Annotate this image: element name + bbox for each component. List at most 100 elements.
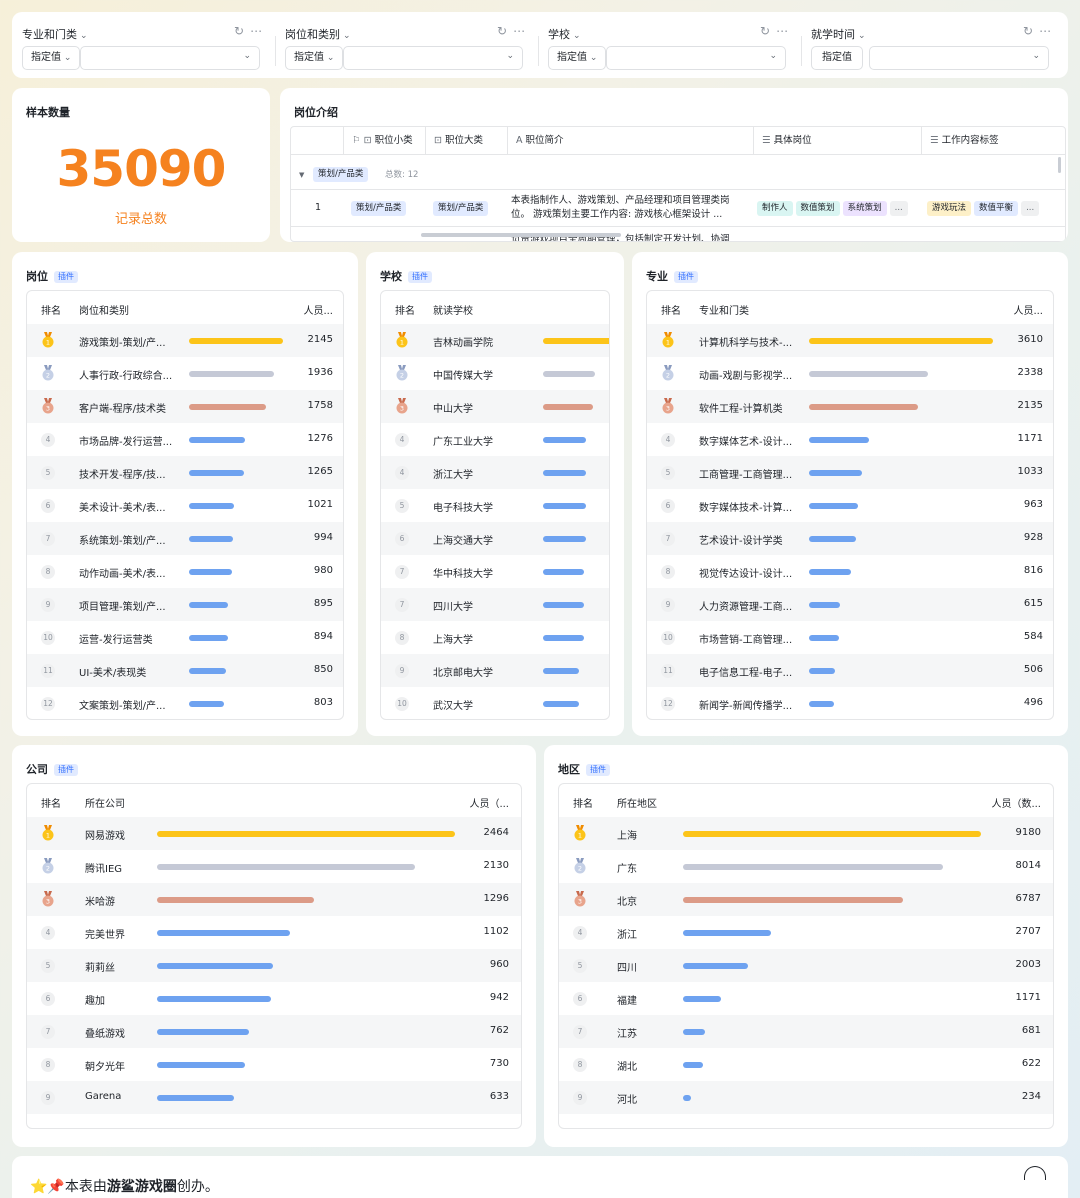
rank-row[interactable]: 2 腾讯IEG 2130 [27, 850, 521, 883]
rank-row[interactable]: 4 广东工业大学 [381, 423, 609, 456]
rank-row[interactable]: 5 技术开发-程序/技... 1265 [27, 456, 343, 489]
filter-mode-select[interactable]: 指定值 ⌄ [22, 46, 81, 70]
rank-header-cell[interactable]: 人员... [303, 306, 333, 317]
rank-row[interactable]: 1 游戏策划-策划/产... 2145 [27, 324, 343, 357]
more-icon[interactable]: ⋯ [250, 24, 269, 38]
rank-row[interactable]: 4 数字媒体艺术-设计... 1171 [647, 423, 1053, 456]
rank-row[interactable]: 5 莉莉丝 960 [27, 949, 521, 982]
filter-mode-select[interactable]: 指定值 [811, 46, 863, 70]
rank-row[interactable]: 6 趣加 942 [27, 982, 521, 1015]
filter-title[interactable]: 专业和门类 ⌄ [22, 26, 88, 42]
rank-row[interactable]: 9 河北 234 [559, 1081, 1053, 1114]
filter-mode-select[interactable]: 指定值 ⌄ [285, 46, 344, 70]
rank-row[interactable]: 6 数字媒体技术-计算... 963 [647, 489, 1053, 522]
rank-row[interactable]: 1 网易游戏 2464 [27, 817, 521, 850]
table-row[interactable]: 1 策划/产品类 策划/产品类 本表指制作人、游戏策划、产品经理和项目管理类岗 … [291, 189, 1065, 227]
filter-value-select[interactable]: ⌄ [606, 46, 786, 70]
rank-row[interactable]: 2 人事行政-行政综合... 1936 [27, 357, 343, 390]
rank-row[interactable]: 10 运营-发行运营类 894 [27, 621, 343, 654]
rank-row[interactable]: 7 叠纸游戏 762 [27, 1015, 521, 1048]
filter-value-select[interactable]: ⌄ [869, 46, 1049, 70]
more-icon[interactable]: ⋯ [776, 24, 795, 38]
rank-header-cell[interactable]: 岗位和类别 [79, 306, 129, 317]
rank-row[interactable]: 4 完美世界 1102 [27, 916, 521, 949]
filter-value-select[interactable]: ⌄ [343, 46, 523, 70]
rank-row[interactable]: 1 计算机科学与技术-... 3610 [647, 324, 1053, 357]
rank-row[interactable]: 9 项目管理-策划/产... 895 [27, 588, 343, 621]
rank-row[interactable]: 7 系统策划-策划/产... 994 [27, 522, 343, 555]
rank-row[interactable]: 3 米哈游 1296 [27, 883, 521, 916]
rank-row[interactable]: 7 艺术设计-设计学类 928 [647, 522, 1053, 555]
rank-row[interactable]: 7 四川大学 [381, 588, 609, 621]
rank-row[interactable]: 11 UI-美术/表现类 850 [27, 654, 343, 687]
more-icon[interactable]: ⋯ [1039, 24, 1058, 38]
filter-title[interactable]: 学校 ⌄ [548, 26, 581, 42]
rank-header-cell[interactable]: 专业和门类 [699, 306, 749, 317]
col-intro[interactable]: A 职位简介 [507, 127, 753, 155]
rank-row[interactable]: 8 上海大学 [381, 621, 609, 654]
rank-row[interactable]: 3 北京 6787 [559, 883, 1053, 916]
refresh-icon[interactable]: ↻ [497, 24, 514, 38]
rank-row[interactable]: 10 市场营销-工商管理... 584 [647, 621, 1053, 654]
rank-row[interactable]: 4 浙江 2707 [559, 916, 1053, 949]
rank-row[interactable]: 3 中山大学 [381, 390, 609, 423]
rank-row[interactable]: 1 吉林动画学院 [381, 324, 609, 357]
refresh-icon[interactable]: ↻ [1023, 24, 1040, 38]
job-intro-table[interactable]: ⚐ ⊡ 职位小类 ⊡ 职位大类 A 职位简介 ☰ 具体岗位 ☰ 工作内容标签 [290, 126, 1066, 242]
rank-header-cell[interactable]: 人员... [1013, 306, 1043, 317]
rank-header-cell[interactable]: 人员（... [469, 799, 509, 810]
rank-header-cell[interactable]: 排名 [395, 306, 415, 317]
refresh-icon[interactable]: ↻ [760, 24, 777, 38]
rank-row[interactable]: 6 福建 1171 [559, 982, 1053, 1015]
filter-mode-select[interactable]: 指定值 ⌄ [548, 46, 607, 70]
rank-row[interactable]: 12 文案策划-策划/产... 803 [27, 687, 343, 719]
rank-row[interactable]: 2 广东 8014 [559, 850, 1053, 883]
rank-row[interactable]: 5 四川 2003 [559, 949, 1053, 982]
rank-row[interactable]: 10 武汉大学 [381, 687, 609, 719]
filter-title[interactable]: 就学时间 ⌄ [811, 26, 866, 42]
rank-header-cell[interactable]: 排名 [41, 799, 61, 810]
rank-header-cell[interactable]: 所在地区 [617, 799, 657, 810]
rank-row[interactable]: 9 人力资源管理-工商... 615 [647, 588, 1053, 621]
col-positions[interactable]: ☰ 具体岗位 [753, 127, 921, 155]
filter-title[interactable]: 岗位和类别 ⌄ [285, 26, 351, 42]
rank-header-cell[interactable]: 排名 [661, 306, 681, 317]
rank-row[interactable]: 8 动作动画-美术/表... 980 [27, 555, 343, 588]
rank-row[interactable]: 1 上海 9180 [559, 817, 1053, 850]
rank-row[interactable]: 6 上海交通大学 [381, 522, 609, 555]
rank-row[interactable]: 7 江苏 681 [559, 1015, 1053, 1048]
rank-row[interactable]: 2 中国传媒大学 [381, 357, 609, 390]
rank-row[interactable]: 2 动画-戏剧与影视学... 2338 [647, 357, 1053, 390]
rank-row[interactable]: 7 华中科技大学 [381, 555, 609, 588]
rank-row[interactable]: 9 北京邮电大学 [381, 654, 609, 687]
cloud-icon[interactable] [1024, 1166, 1046, 1180]
refresh-icon[interactable]: ↻ [234, 24, 251, 38]
col-tags[interactable]: ☰ 工作内容标签 [921, 127, 1065, 155]
rank-header-cell[interactable]: 所在公司 [85, 799, 125, 810]
filter-value-select[interactable]: ⌄ [80, 46, 260, 70]
rank-row[interactable]: 5 工商管理-工商管理... 1033 [647, 456, 1053, 489]
rank-row[interactable]: 6 美术设计-美术/表... 1021 [27, 489, 343, 522]
rank-row[interactable]: 5 电子科技大学 [381, 489, 609, 522]
rank-row[interactable]: 4 浙江大学 [381, 456, 609, 489]
more-icon[interactable]: ⋯ [513, 24, 532, 38]
rank-row[interactable]: 8 朝夕光年 730 [27, 1048, 521, 1081]
collapse-triangle-icon[interactable]: ▼ [299, 171, 305, 179]
rank-row[interactable]: 8 视觉传达设计-设计... 816 [647, 555, 1053, 588]
vertical-scrollbar[interactable] [1058, 157, 1061, 173]
rank-header-cell[interactable]: 排名 [573, 799, 593, 810]
group-row[interactable]: ▼ 策划/产品类 总数: 12 [291, 165, 1053, 185]
rank-header-cell[interactable]: 就读学校 [433, 306, 473, 317]
rank-row[interactable]: 4 市场品牌-发行运营... 1276 [27, 423, 343, 456]
rank-row[interactable]: 12 新闻学-新闻传播学... 496 [647, 687, 1053, 719]
col-major-category[interactable]: ⊡ 职位大类 [425, 127, 507, 155]
rank-row[interactable]: 11 电子信息工程-电子... 506 [647, 654, 1053, 687]
col-sub-category[interactable]: ⚐ ⊡ 职位小类 [343, 127, 425, 155]
rank-header-cell[interactable]: 排名 [41, 306, 61, 317]
rank-row[interactable]: 8 湖北 622 [559, 1048, 1053, 1081]
rank-row[interactable]: 3 客户端-程序/技术类 1758 [27, 390, 343, 423]
rank-row[interactable]: 3 软件工程-计算机类 2135 [647, 390, 1053, 423]
rank-header-cell[interactable]: 人员（数... [991, 799, 1041, 810]
horizontal-scrollbar[interactable] [421, 233, 621, 237]
rank-row[interactable]: 9 Garena 633 [27, 1081, 521, 1114]
